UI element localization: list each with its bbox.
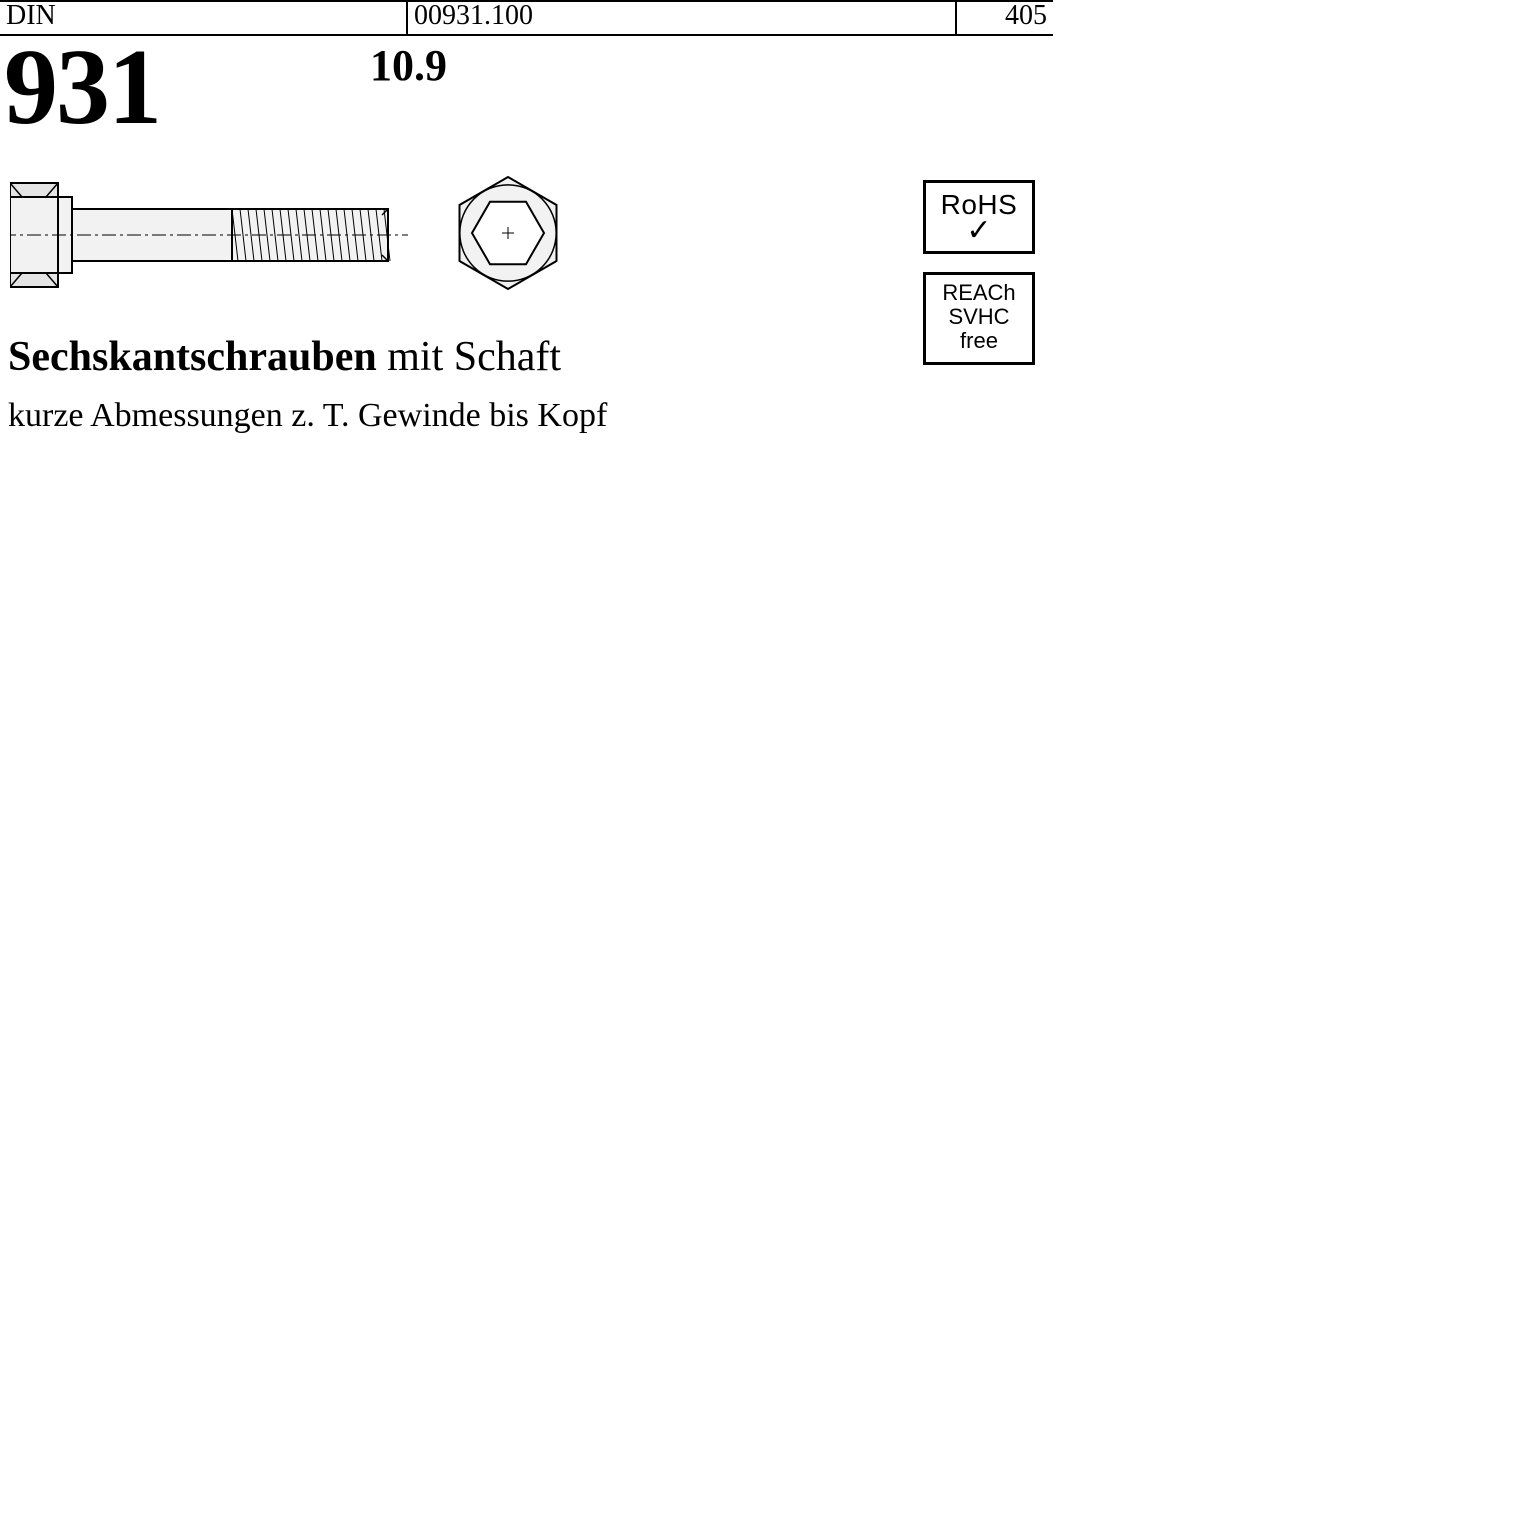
datasheet-page: DIN 00931.100 405 931 10.9 RoHS ✓ REACh … (0, 0, 1053, 560)
bolt-side-view (10, 165, 420, 305)
header-code: 00931.100 (408, 2, 957, 34)
reach-line-2: SVHC (926, 305, 1032, 329)
rohs-badge: RoHS ✓ (923, 180, 1035, 254)
strength-class: 10.9 (370, 38, 447, 137)
diagram-row (0, 155, 1053, 325)
product-subtitle: kurze Abmessungen z. T. Gewinde bis Kopf (8, 397, 1053, 435)
check-icon: ✓ (926, 219, 1032, 243)
title-block: Sechskantschrauben mit Schaft kurze Abme… (0, 333, 1053, 435)
product-title-bold: Sechskantschrauben (8, 334, 377, 380)
product-title: Sechskantschrauben mit Schaft (8, 333, 1053, 381)
reach-line-1: REACh (926, 281, 1032, 305)
reach-line-3: free (926, 329, 1032, 353)
header-page-number: 405 (957, 2, 1053, 34)
certification-column: RoHS ✓ REACh SVHC free (923, 180, 1043, 383)
reach-badge: REACh SVHC free (923, 272, 1035, 365)
bolt-head-front-view (448, 173, 568, 293)
product-title-rest: mit Schaft (377, 334, 561, 380)
standard-heading-row: 931 10.9 (0, 36, 1053, 137)
standard-number: 931 (0, 38, 370, 137)
